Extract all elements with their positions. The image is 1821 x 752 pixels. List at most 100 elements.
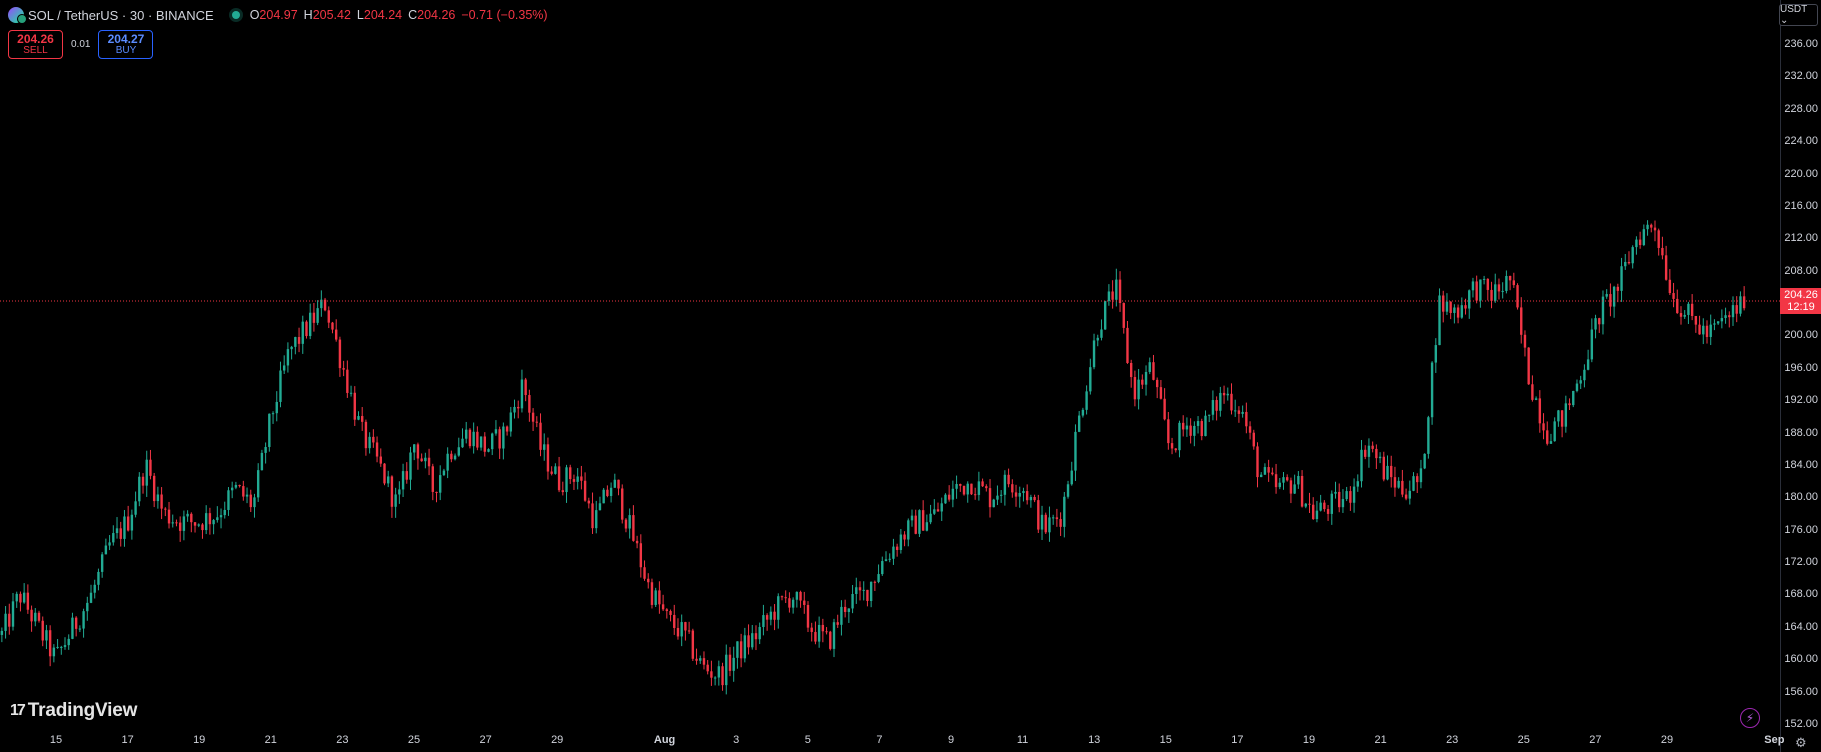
candle-body xyxy=(613,479,617,488)
candle-body xyxy=(1137,379,1140,400)
candle-body xyxy=(520,379,524,409)
candle-body xyxy=(1326,509,1330,514)
candle-body xyxy=(1100,329,1103,338)
candle-body xyxy=(1185,425,1189,430)
change-value: −0.71 (−0.35%) xyxy=(461,8,548,22)
candle-body xyxy=(1215,400,1218,411)
candle-body xyxy=(256,470,260,498)
candle-body xyxy=(554,466,557,474)
candle-body xyxy=(11,601,15,627)
candle-body xyxy=(1390,465,1393,478)
candle-body xyxy=(1482,278,1486,280)
tradingview-logo[interactable]: 17 TradingView xyxy=(10,700,137,722)
price-tick-label: 208.00 xyxy=(1784,264,1818,277)
price-axis[interactable]: USDT ⌄ 236.00 232.00 228.00 224.00 220.00 216… xyxy=(1779,0,1821,752)
time-tick-label: 25 xyxy=(407,734,421,746)
candle-body xyxy=(1341,499,1345,508)
candle-body xyxy=(855,587,858,595)
candle-body xyxy=(1657,230,1660,248)
candle-body xyxy=(1690,303,1694,316)
candle-body xyxy=(1739,296,1742,314)
candle-body xyxy=(929,513,932,523)
candle-body xyxy=(227,490,230,510)
candle-body xyxy=(1037,500,1040,530)
price-tick-label: 224.00 xyxy=(1784,135,1818,148)
candle-body xyxy=(539,422,542,450)
candle-body xyxy=(175,522,178,524)
currency-button[interactable]: USDT ⌄ xyxy=(1779,4,1818,26)
candle-body xyxy=(1063,496,1066,527)
candle-body xyxy=(294,337,297,347)
candle-body xyxy=(1129,362,1133,378)
candle-body xyxy=(405,471,408,480)
candle-body xyxy=(795,591,799,600)
candle-body xyxy=(1679,313,1683,317)
candle-body xyxy=(483,436,486,452)
time-tick-label: Sep xyxy=(1764,734,1785,746)
lightning-icon[interactable]: ⚡ xyxy=(1740,708,1760,728)
candle-body xyxy=(706,664,709,672)
candle-body xyxy=(728,654,732,671)
candle-body xyxy=(457,447,460,456)
candle-body xyxy=(420,458,423,462)
candle-body xyxy=(1271,472,1274,475)
candle-body xyxy=(323,299,327,311)
candle-body xyxy=(349,392,353,394)
candle-body xyxy=(1011,484,1014,493)
candle-body xyxy=(1427,417,1430,454)
candle-body xyxy=(944,494,947,504)
candle-body xyxy=(1386,465,1389,480)
candle-body xyxy=(643,567,646,579)
candle-body xyxy=(1728,315,1731,318)
candle-body xyxy=(19,593,22,603)
symbol-legend[interactable]: SOL / TetherUS · 30 · BINANCE O204.97 H2… xyxy=(8,4,548,26)
candle-body xyxy=(992,499,995,508)
symbol-title[interactable]: SOL / TetherUS · 30 · BINANCE xyxy=(28,7,214,23)
candle-body xyxy=(1564,403,1568,427)
candle-body xyxy=(1442,295,1445,312)
candle-body xyxy=(190,513,193,523)
market-status-dot[interactable] xyxy=(231,11,240,19)
candlestick-chart[interactable] xyxy=(0,0,1780,752)
candle-body xyxy=(1144,371,1148,385)
candle-body xyxy=(528,395,531,413)
candle-body xyxy=(465,429,468,439)
candle-body xyxy=(186,513,189,517)
price-tick-label: 196.00 xyxy=(1784,361,1818,374)
price-tick-label: 192.00 xyxy=(1784,394,1818,407)
candle-body xyxy=(1661,247,1664,256)
candle-body xyxy=(238,484,241,487)
candle-body xyxy=(1664,255,1668,280)
candle-body xyxy=(531,412,535,422)
buy-button[interactable]: 204.27 BUY xyxy=(98,30,154,59)
candle-body xyxy=(587,500,591,504)
candle-body xyxy=(387,476,390,484)
time-tick-label: 13 xyxy=(1088,734,1101,746)
time-tick-label: Aug xyxy=(653,734,676,746)
candle-body xyxy=(108,542,111,546)
gear-icon[interactable]: ⚙ xyxy=(1795,735,1807,750)
candle-body xyxy=(1579,380,1582,384)
candle-body xyxy=(1713,323,1716,325)
current-price-value: 204.26 xyxy=(1784,288,1818,301)
candle-body xyxy=(494,429,498,434)
sell-button[interactable]: 204.26 SELL xyxy=(8,30,63,59)
candle-body xyxy=(973,494,977,496)
candle-body xyxy=(1360,449,1363,482)
candle-body xyxy=(439,475,442,493)
candle-body xyxy=(1583,369,1586,381)
candle-body xyxy=(1308,503,1311,505)
candle-body xyxy=(1742,296,1746,309)
candle-body xyxy=(223,509,226,516)
candle-body xyxy=(1687,303,1690,315)
candle-body xyxy=(1089,367,1092,392)
candle-body xyxy=(1531,384,1534,400)
time-tick-label: 15 xyxy=(1159,734,1172,746)
candle-body xyxy=(1646,224,1649,230)
candle-body xyxy=(765,615,769,620)
candle-body xyxy=(245,494,249,497)
time-tick-label: 21 xyxy=(1374,734,1387,746)
candle-body xyxy=(810,627,813,632)
candle-body xyxy=(1267,467,1270,473)
candle-body xyxy=(1408,490,1412,499)
